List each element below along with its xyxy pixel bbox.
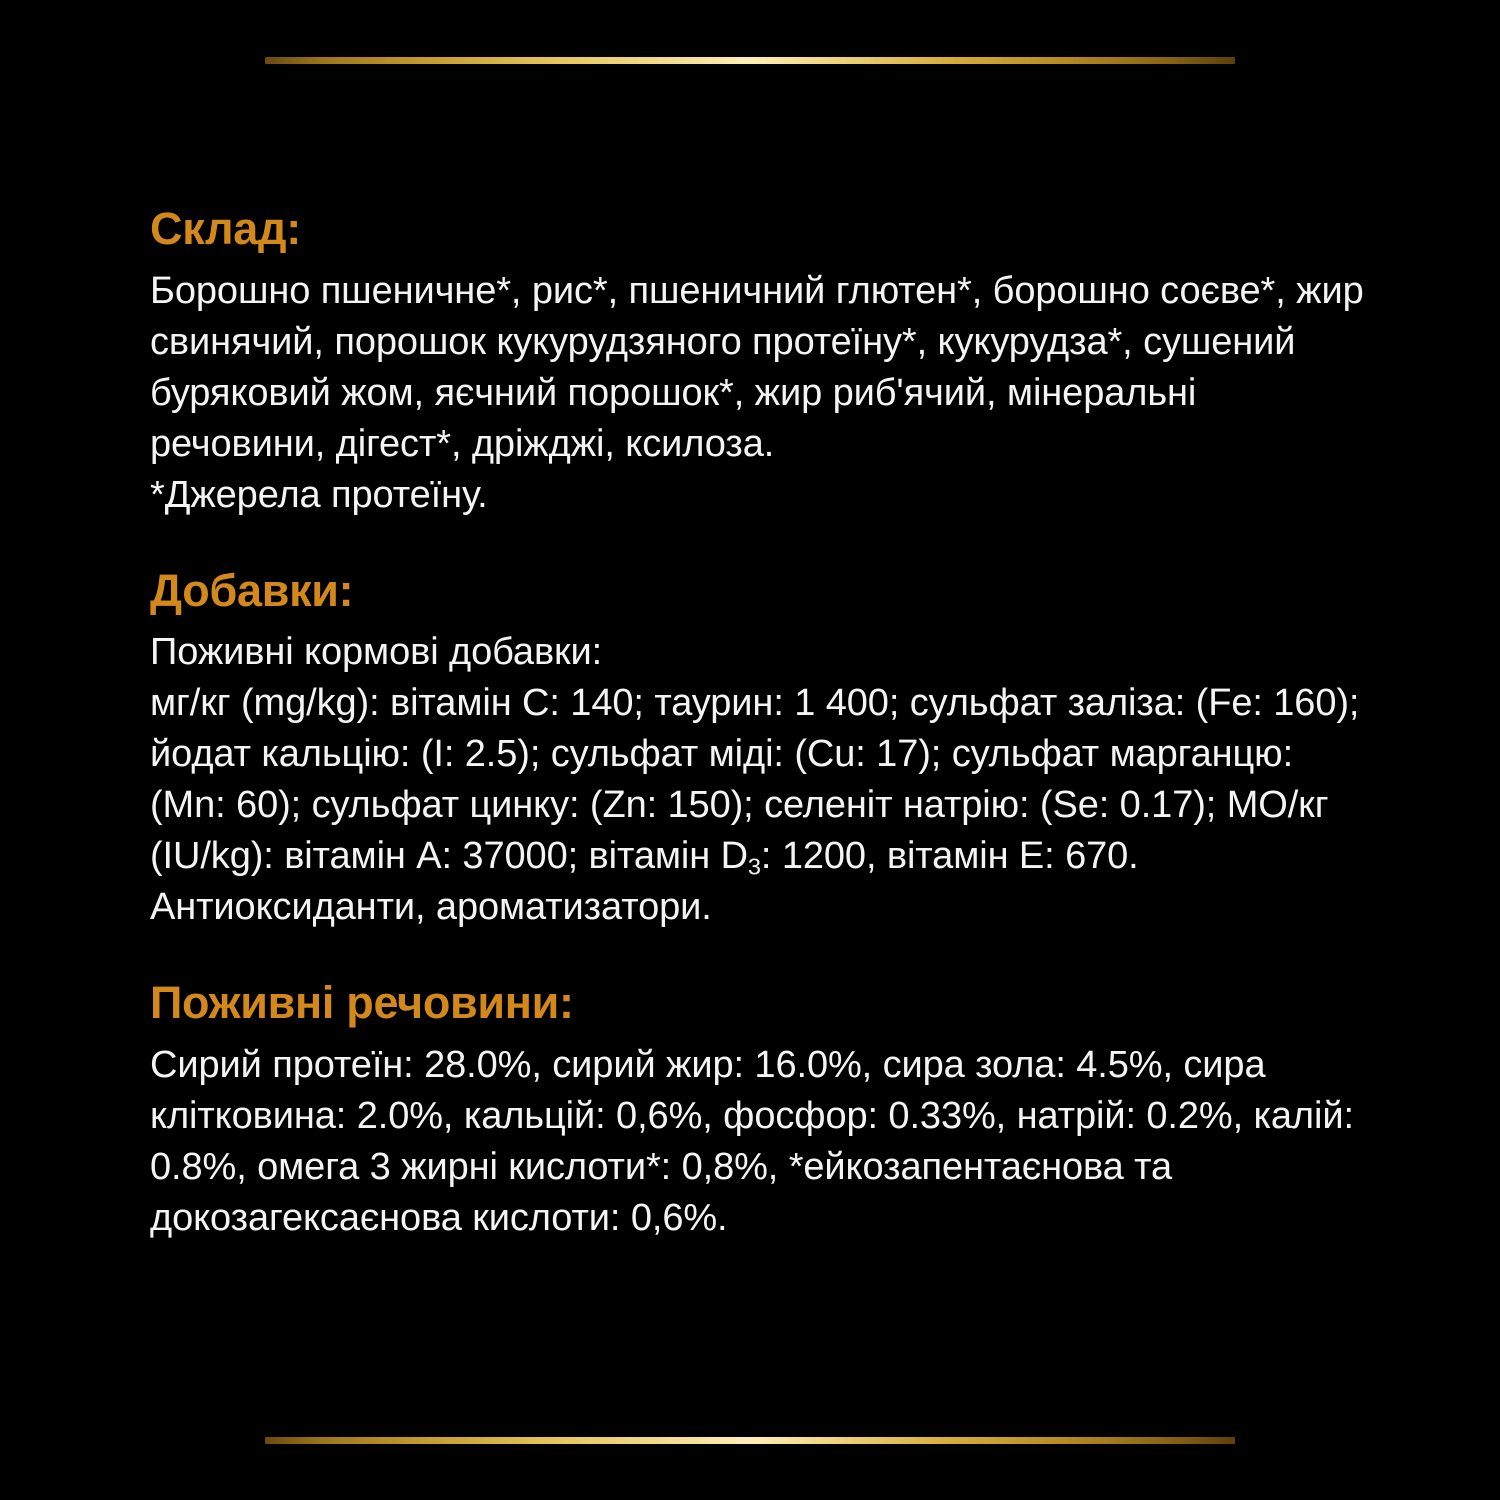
additives-body: Поживні кормові добавки: мг/кг (mg/kg): … (150, 627, 1375, 933)
additives-details-tail: : 1200, вітамін E: 670. (760, 835, 1139, 878)
additives-details-main: мг/кг (mg/kg): вітамін C: 140; таурин: 1… (150, 682, 1360, 878)
nutrients-body: Сирий протеїн: 28.0%, сирий жир: 16.0%, … (150, 1040, 1375, 1244)
additives-antioxidants-text: Антиоксиданти, ароматизатори. (150, 886, 712, 929)
composition-ingredients-text: Борошно пшеничне*, рис*, пшеничний глюте… (150, 269, 1364, 465)
heading-additives: Добавки: (150, 564, 354, 616)
section-nutrients: Поживні речовини: Сирий протеїн: 28.0%, … (150, 979, 1375, 1244)
composition-body: Борошно пшеничне*, рис*, пшеничний глюте… (150, 266, 1375, 521)
label-content: Склад: Борошно пшеничне*, рис*, пшенични… (150, 203, 1375, 1244)
gold-divider-top (265, 57, 1235, 64)
composition-footnote-text: *Джерела протеїну. (150, 473, 488, 516)
section-additives: Добавки: Поживні кормові добавки: мг/кг … (150, 564, 1375, 934)
additives-subtitle-text: Поживні кормові добавки: (150, 631, 603, 674)
vitamin-d-subscript: 3 (747, 853, 761, 880)
heading-nutrients: Поживні речовини: (150, 977, 574, 1029)
additives-details-text: мг/кг (mg/kg): вітамін C: 140; таурин: 1… (150, 678, 1375, 882)
nutrients-analysis-text: Сирий протеїн: 28.0%, сирий жир: 16.0%, … (150, 1043, 1354, 1239)
heading-composition: Склад: (150, 203, 301, 254)
section-composition: Склад: Борошно пшеничне*, рис*, пшенични… (150, 203, 1375, 521)
gold-divider-bottom (265, 1437, 1235, 1444)
